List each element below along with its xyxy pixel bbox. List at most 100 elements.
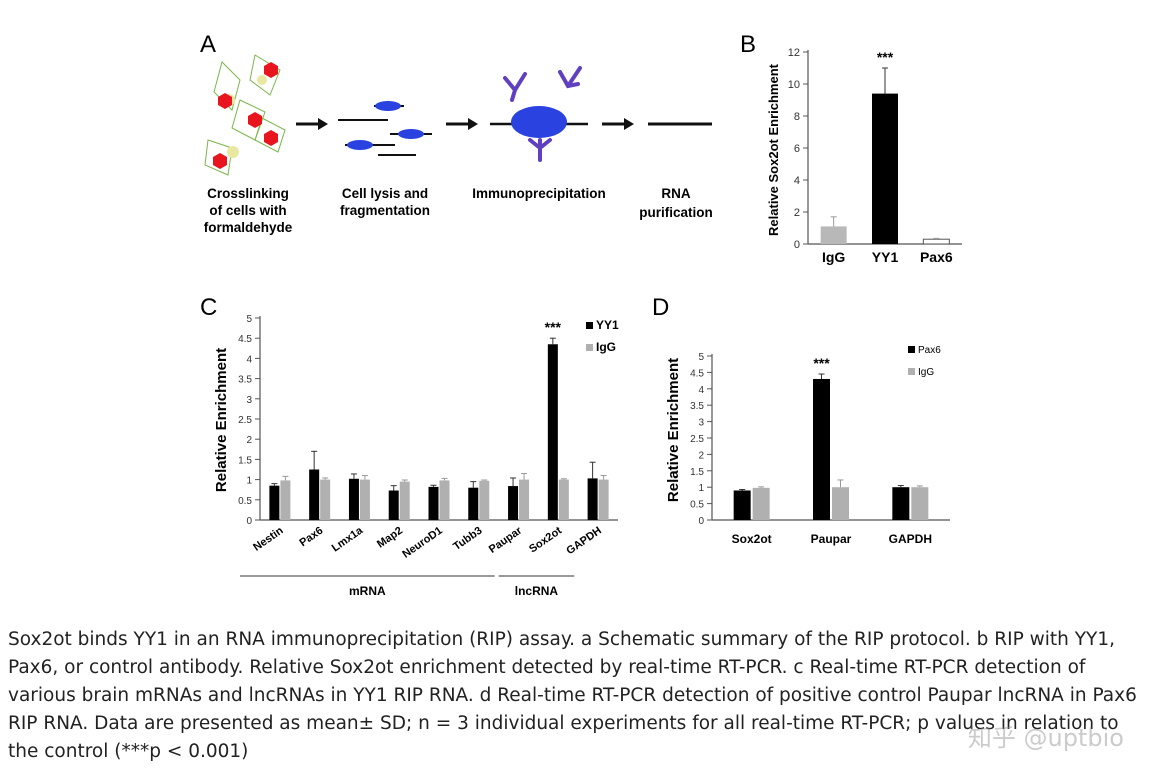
- bar: [547, 344, 558, 520]
- panel-a-letter: A: [200, 31, 216, 58]
- immunoprecipitation-illustration: [490, 66, 588, 162]
- y-tick-label: 4.5: [238, 334, 252, 345]
- bar: [348, 478, 359, 520]
- category-label: Paupar: [811, 532, 852, 546]
- bar: [892, 487, 910, 520]
- significance-marker: ***: [813, 355, 830, 371]
- y-tick-label: 0: [794, 239, 800, 251]
- y-tick-label: 4: [794, 175, 800, 187]
- figure: A: [200, 31, 962, 598]
- y-axis-label: Relative Enrichment: [213, 348, 230, 492]
- y-tick-label: 4.5: [690, 368, 704, 379]
- y-tick-label: 5: [698, 352, 704, 363]
- chart-d: 0 0.5 1 1.5 2 2.5 3 3.5 4 4.5 5 Sox2ot Paupar GAPDH **…: [690, 345, 950, 546]
- panel-b: B Relative Sox2ot Enrichment 0 2 4 6 8 10 12 Ig…: [740, 31, 962, 265]
- significance-marker: ***: [877, 49, 894, 65]
- bar: [911, 487, 929, 520]
- bar: [269, 485, 280, 520]
- bar: [587, 478, 598, 520]
- bar: [359, 479, 370, 520]
- category-label: Sox2ot: [732, 532, 772, 546]
- y-tick-label: 0.5: [238, 496, 252, 507]
- y-tick-label: 0: [246, 516, 252, 527]
- chart-c: 0 0.5 1 1.5 2 2.5 3 3.5 4 4.5 5 Nestin Pax6 Lmx1a Map2…: [238, 314, 619, 598]
- y-axis-label: Relative Sox2ot Enrichment: [766, 63, 781, 236]
- y-tick-label: 0.5: [690, 500, 704, 511]
- legend-swatch: [586, 344, 593, 351]
- y-tick-label: 6: [794, 143, 800, 155]
- y-tick-label: 3: [246, 395, 252, 406]
- panel-b-letter: B: [740, 31, 756, 58]
- step-label: RNA purification: [639, 186, 713, 220]
- panel-d-letter: D: [652, 294, 669, 321]
- category-label: Lmx1a: [330, 524, 366, 554]
- bar: [508, 486, 519, 520]
- bar: [388, 490, 399, 520]
- category-label: YY1: [872, 249, 899, 265]
- y-tick-label: 2: [246, 435, 252, 446]
- y-tick-label: 10: [788, 79, 800, 91]
- category-label: NeuroD1: [400, 525, 444, 561]
- y-tick-label: 5: [246, 314, 252, 325]
- category-label: GAPDH: [889, 532, 932, 546]
- step-label: Cell lysis and fragmentation: [340, 186, 430, 218]
- category-label: GAPDH: [564, 525, 603, 558]
- bar: [598, 479, 609, 520]
- category-label: Nestin: [251, 524, 286, 553]
- bar: [813, 378, 830, 520]
- category-label: Paupar: [487, 524, 525, 556]
- bar: [428, 486, 439, 520]
- crosslinked-cells-illustration: [204, 54, 286, 176]
- panel-c-letter: C: [200, 294, 217, 321]
- panel-a: A: [200, 31, 713, 235]
- legend-label: YY1: [596, 318, 619, 332]
- step-label: Immunoprecipitation: [472, 186, 606, 201]
- category-label: Pax6: [920, 249, 953, 265]
- category-label: IgG: [822, 249, 845, 265]
- bar: [399, 481, 410, 520]
- y-axis-label: Relative Enrichment: [665, 358, 682, 502]
- y-tick-label: 8: [794, 111, 800, 123]
- bar: [280, 480, 291, 520]
- bar: [922, 238, 950, 245]
- chart-b: 0 2 4 6 8 10 12 IgG YY1 Pax6 ***: [788, 47, 962, 265]
- bar: [733, 490, 751, 520]
- group-label: lncRNA: [515, 584, 559, 598]
- category-label: Sox2ot: [527, 524, 564, 555]
- legend-swatch: [908, 346, 915, 353]
- category-label: Tubb3: [451, 525, 484, 553]
- category-label: Map2: [375, 525, 405, 551]
- lysis-fragments-illustration: [338, 101, 432, 156]
- bar: [820, 226, 847, 244]
- bar: [832, 487, 849, 520]
- y-tick-label: 1: [698, 483, 704, 494]
- panel-d: D Relative Enrichment 0 0.5 1 1.5 2 2.5 3 3.5 4 4…: [652, 294, 950, 546]
- bar: [439, 480, 450, 520]
- y-tick-label: 1.5: [238, 455, 252, 466]
- y-tick-label: 4: [246, 354, 252, 365]
- bar: [479, 480, 490, 520]
- step-labels: Crosslinking of cells with formaldehyde Ce…: [204, 186, 713, 235]
- y-tick-label: 3.5: [690, 401, 704, 412]
- legend-label: IgG: [918, 367, 934, 378]
- arrows: [296, 118, 634, 130]
- bar: [309, 469, 320, 520]
- category-label: Pax6: [297, 525, 325, 550]
- bar: [519, 479, 530, 520]
- legend-swatch: [586, 322, 593, 329]
- y-tick-label: 2.5: [690, 434, 704, 445]
- y-tick-label: 3.5: [238, 375, 252, 386]
- legend-label: IgG: [596, 340, 616, 354]
- y-tick-label: 0: [698, 516, 704, 527]
- legend-swatch: [908, 368, 915, 375]
- step-label: Crosslinking of cells with formaldehyde: [204, 186, 293, 235]
- y-tick-label: 1: [246, 476, 252, 487]
- y-tick-label: 3: [698, 418, 704, 429]
- y-tick-label: 2: [698, 450, 704, 461]
- significance-marker: ***: [545, 319, 562, 335]
- y-tick-label: 1.5: [690, 467, 704, 478]
- bar: [468, 487, 479, 520]
- bar: [752, 487, 770, 520]
- y-tick-label: 2: [794, 207, 800, 219]
- legend-label: Pax6: [918, 345, 941, 356]
